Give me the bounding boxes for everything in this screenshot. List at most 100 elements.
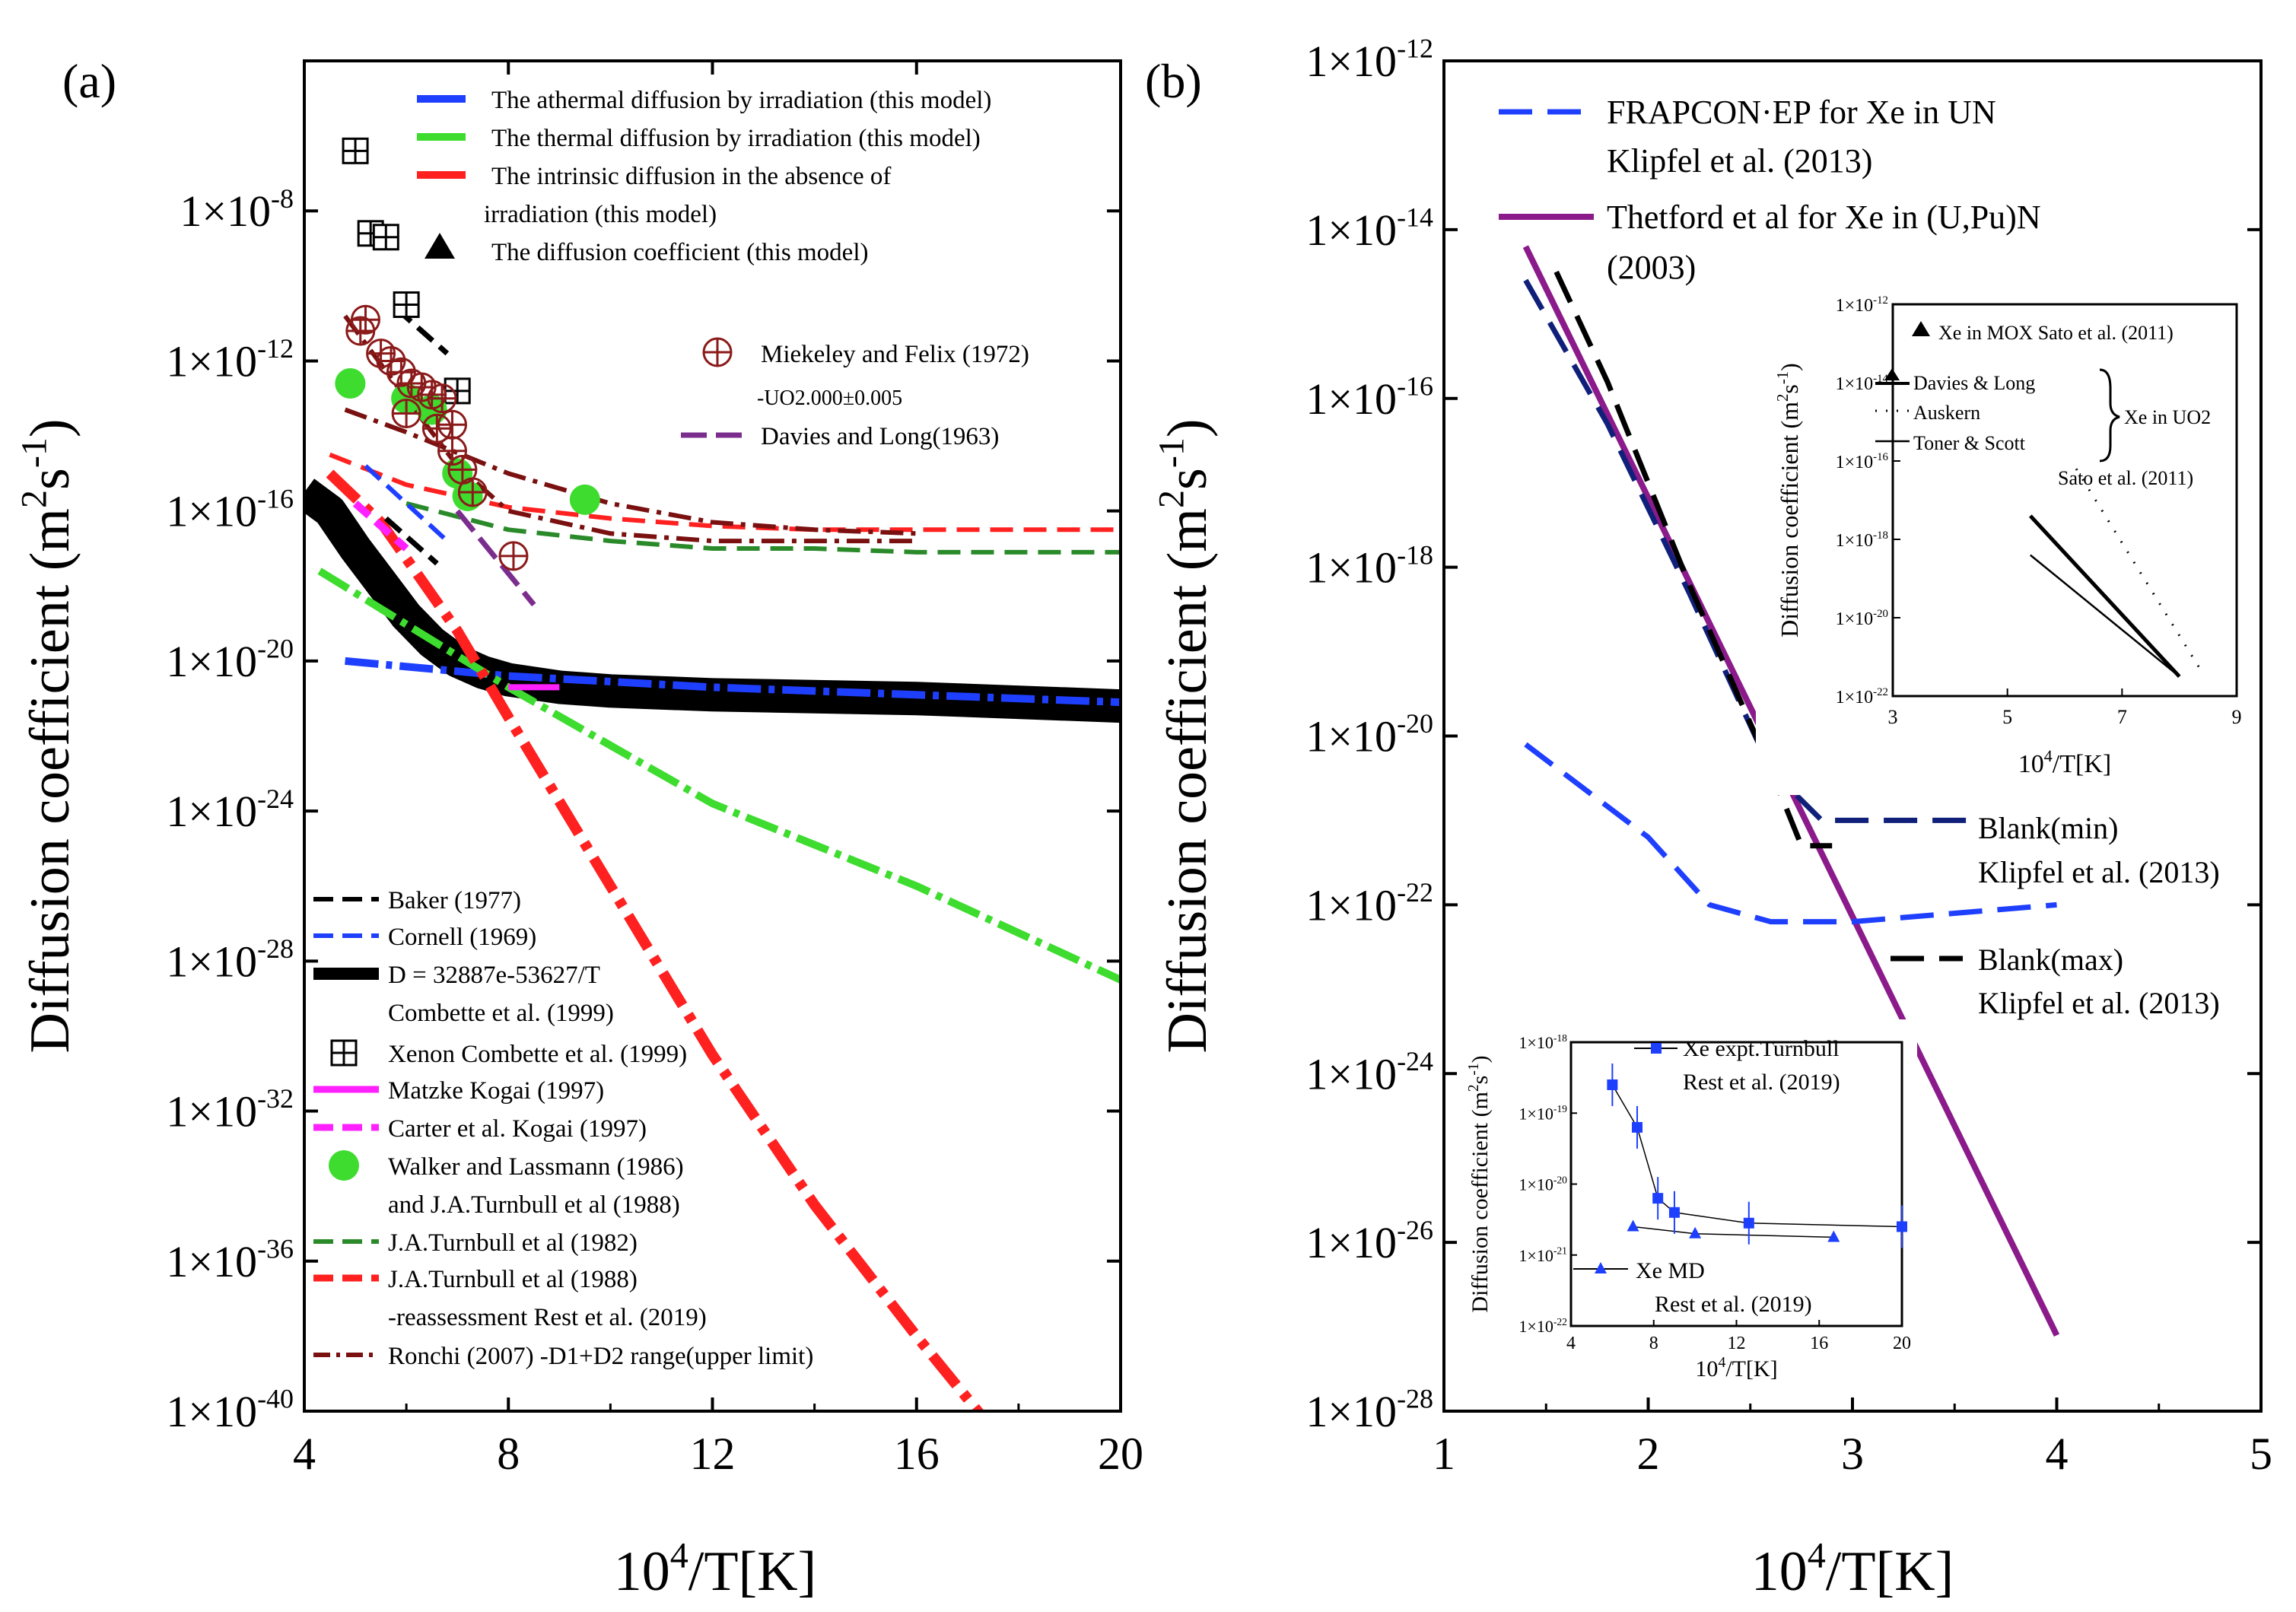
miekeley-marker-cross (351, 306, 380, 334)
inset-bottom-y-tick-label: 1×10-18 (1518, 1032, 1567, 1052)
y-tick-label-a: 1×10-20 (166, 634, 294, 686)
inset-top-y-axis-label: Diffusion coefficient (m2s-1) (1774, 363, 1803, 637)
series-a-3 (326, 469, 985, 1411)
legend-a-top-label: The thermal diffusion by irradiation (th… (491, 125, 981, 152)
inset-bottom-expt-marker (1668, 1207, 1680, 1218)
inset-bottom-expt-marker (1607, 1079, 1618, 1090)
inset-bottom-y-tick-label: 1×10-20 (1518, 1174, 1567, 1194)
inset-top-legend-label: Toner & Scott (1913, 432, 2026, 454)
legend-a-bottom-label: J.A.Turnbull et al (1988) (388, 1266, 638, 1293)
y-tick-label-a: 1×10-24 (166, 784, 294, 836)
inset-top-x-tick-label: 9 (2232, 706, 2242, 728)
plot-frame (1891, 303, 2238, 698)
xenon-marker-cross (394, 292, 419, 317)
x-tick-label-b: 3 (1841, 1429, 1864, 1479)
y-tick-label-a: 1×10-32 (166, 1083, 294, 1136)
xenon-marker-cross (343, 138, 368, 164)
walker-marker (452, 480, 483, 511)
inset-bottom-md-marker (1689, 1226, 1702, 1238)
legend-a-bottom-label: Cornell (1969) (388, 924, 536, 951)
inset-top-bg (1756, 274, 2259, 795)
annotation-blank-min-2: Klipfel et al. (2013) (1978, 855, 2220, 889)
x-tick-label-a: 8 (497, 1429, 520, 1479)
x-tick-label-a: 12 (690, 1429, 736, 1479)
y-tick-label-b: 1×10-14 (1305, 202, 1433, 255)
y-tick-label-b: 1×10-26 (1305, 1215, 1433, 1267)
legend-a-bottom-label: Ronchi (2007) -D1+D2 range(upper limit) (388, 1343, 813, 1370)
legend-a-bottom-label-2: and J.A.Turnbull et al (1988) (388, 1191, 680, 1219)
y-tick-label-b: 1×10-12 (1305, 33, 1433, 86)
legend-xenon-cross (332, 1041, 356, 1065)
inset-top-legend-label: Sato et al. (2011) (2058, 467, 2193, 489)
inset-top-y-tick-label: 1×10-12 (1836, 294, 1888, 316)
inset-top-legend-label: Xe in MOX Sato et al. (2011) (1938, 322, 2174, 344)
y-tick-label-a: 1×10-8 (180, 183, 294, 236)
y-axis-label-a: Diffusion coefficient (m2s-1) (14, 418, 81, 1053)
legend-miekeley-cross (704, 339, 731, 366)
inset-top-legend-label: Xe in UO2 (2124, 406, 2211, 428)
plot-area-a (304, 137, 1121, 1411)
inset-bottom-y-tick-label: 1×10-22 (1518, 1316, 1567, 1336)
inset-bottom-x-tick-label: 20 (1893, 1334, 1911, 1353)
x-tick-label-b: 5 (2250, 1429, 2272, 1479)
inset-bottom-x-tick-label: 8 (1649, 1334, 1658, 1353)
legend-a-bottom-label: Baker (1977) (388, 887, 521, 914)
inset-top-y-tick-label: 1×10-16 (1836, 451, 1888, 472)
legend-a-bottom-label-2: -reassessment Rest et al. (2019) (388, 1304, 707, 1331)
miekeley-marker-cross (393, 399, 421, 428)
inset-top-legend-label: Davies & Long (1913, 372, 2035, 394)
inset-top-y-tick-label: 1×10-18 (1836, 529, 1888, 551)
inset-top-y-tick-label: 1×10-20 (1836, 608, 1888, 629)
legend-a-mid-label-2: -UO2.000±0.005 (757, 386, 902, 410)
inset-bottom-legend-label-2: Rest et al. (2019) (1683, 1070, 1840, 1095)
inset-top-x-axis-label: 104/T[K] (2018, 746, 2111, 778)
legend-a-bottom-label: Carter et al. Kogai (1997) (388, 1115, 647, 1143)
x-axis-label-a: 104/T[K] (614, 1535, 817, 1603)
y-tick-label-a: 1×10-12 (166, 333, 294, 386)
annotation-blank-min: Blank(min) (1978, 811, 2118, 845)
annotation-blank-max: Blank(max) (1978, 943, 2123, 977)
y-tick-label-b: 1×10-22 (1305, 877, 1433, 930)
series-a-5 (405, 501, 1121, 555)
inset-top-y-tick-label: 1×10-14 (1836, 373, 1889, 394)
x-tick-label-a: 4 (293, 1429, 316, 1479)
y-tick-label-b: 1×10-24 (1305, 1046, 1433, 1099)
legend-a-top-label: The intrinsic diffusion in the absence o… (491, 163, 891, 190)
legend-b-label: Thetford et al for Xe in (U,Pu)N (1607, 199, 2041, 236)
inset-bottom-x-tick-label: 4 (1566, 1334, 1576, 1353)
inset-top-x-tick-label: 3 (1888, 706, 1898, 728)
inset-bottom-bg (1457, 1019, 1917, 1394)
x-axis-label-b: 104/T[K] (1751, 1535, 1954, 1603)
inset-bottom-legend-label: Xe expt.Turnbull (1683, 1036, 1840, 1061)
x-tick-label-a: 20 (1098, 1429, 1143, 1479)
series-a-13 (455, 509, 536, 607)
y-tick-label-a: 1×10-36 (166, 1233, 294, 1286)
inset-bottom-legend-label-2: Rest et al. (2019) (1655, 1292, 1812, 1317)
series-a-4 (329, 452, 1121, 533)
inset-top-brace (2099, 368, 2120, 463)
series-a-9 (383, 516, 439, 566)
miekeley-marker-cross (423, 415, 451, 443)
legend-b-label-2: (2003) (1607, 249, 1696, 286)
legend-a-mid-label: Miekeley and Felix (1972) (761, 341, 1029, 368)
legend-a-bottom-label: Walker and Lassmann (1986) (388, 1153, 684, 1181)
inset-bottom-expt-marker (1897, 1221, 1907, 1232)
legend-b-label-2: Klipfel et al. (2013) (1607, 142, 1872, 180)
series-a-2 (317, 568, 1121, 984)
y-tick-label-b: 1×10-18 (1305, 539, 1433, 592)
x-tick-label-b: 4 (2046, 1429, 2069, 1479)
inset-bottom-x-tick-label: 12 (1728, 1334, 1746, 1353)
x-tick-label-a: 16 (894, 1429, 940, 1479)
inset-bottom-md-marker (1627, 1219, 1639, 1232)
inset-bottom-legend-label: Xe MD (1636, 1258, 1705, 1283)
miekeley-marker-cross (499, 542, 527, 570)
inset-bottom-md-marker (1827, 1230, 1840, 1242)
walker-marker (335, 368, 366, 399)
panel-a: (a) 4 8 12 16 20 1×10-40 1×10-36 1×10-32 1×10-28 1… (14, 54, 1143, 1603)
miekeley-marker-cross (438, 437, 466, 465)
legend-a-top-label: The athermal diffusion by irradiation (t… (491, 87, 991, 114)
series-b-1 (1524, 742, 2057, 925)
miekeley-marker-cross (438, 411, 466, 439)
legend-a-mid-label: Davies and Long(1963) (761, 423, 999, 450)
y-tick-label-b: 1×10-28 (1305, 1384, 1433, 1436)
